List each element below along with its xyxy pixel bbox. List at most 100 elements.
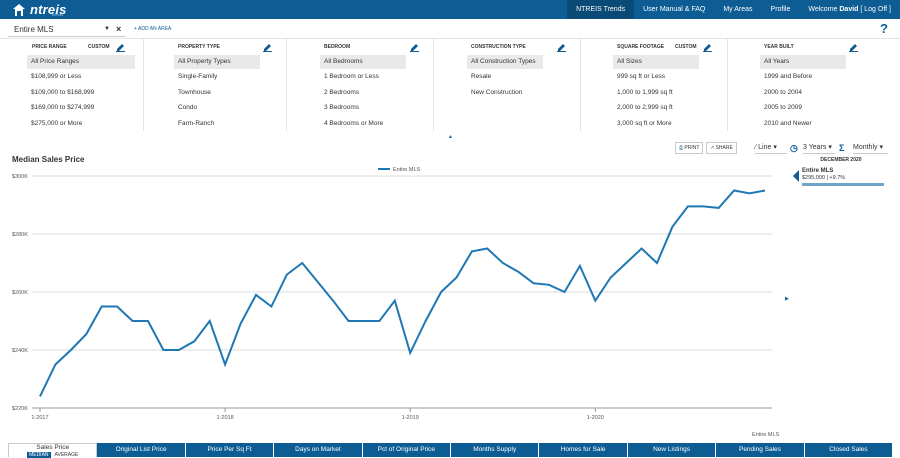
share-icon: ↗ [710, 145, 715, 151]
add-area-link[interactable]: + ADD AN AREA [134, 26, 172, 32]
print-label: PRINT [684, 145, 700, 151]
chart-type-value: Line [758, 144, 772, 151]
edit-pencil-icon[interactable] [702, 41, 713, 52]
collapse-filters-icon[interactable]: ▲ [448, 134, 453, 140]
filter-option[interactable]: 1999 and Before [764, 73, 813, 80]
tab-price-per-sq-ft[interactable]: Price Per Sq Ft [185, 443, 275, 457]
brand-name: ntreis [30, 1, 67, 17]
area-select[interactable]: Entire MLS ▼ × [8, 23, 126, 37]
filter-option[interactable]: Farm-Ranch [178, 120, 215, 127]
filter-option[interactable]: 3 Bedrooms [324, 104, 360, 111]
share-button[interactable]: ↗ SHARE [706, 142, 737, 154]
interval-select[interactable]: Monthly ▾ [853, 142, 888, 154]
filter-option[interactable]: 1 Bedroom or Less [324, 73, 379, 80]
filter-option[interactable]: 999 sq ft or Less [617, 73, 666, 80]
x-tick-label: 1-2018 [217, 415, 234, 421]
filter-option[interactable]: New Construction [471, 89, 523, 96]
filter-option[interactable]: 2010 and Newer [764, 120, 812, 127]
filter-option[interactable]: $169,000 to $274,999 [31, 104, 95, 111]
tab-days-on-market[interactable]: Days on Market [274, 443, 363, 457]
filter-option[interactable]: 2 Bedrooms [324, 89, 360, 96]
filter-title: YEAR BUILT [764, 44, 794, 50]
filter-title: PRICE RANGE [32, 44, 67, 50]
filter-option[interactable]: $109,000 to $168,999 [31, 89, 95, 96]
tab-months-supply[interactable]: Months Supply [451, 443, 540, 457]
filter-option[interactable]: All Bedrooms [320, 55, 406, 69]
tab-closed-sales[interactable]: Closed Sales [804, 443, 893, 457]
custom-label[interactable]: CUSTOM [675, 44, 697, 50]
tab-pct-of-original-price[interactable]: Pct of Original Price [362, 443, 452, 457]
line-chart-icon: ⁄ [755, 144, 757, 151]
nav-my-areas[interactable]: My Areas [723, 6, 753, 13]
tab-homes-for-sale[interactable]: Homes for Sale [539, 443, 628, 457]
y-tick-label: $300K [12, 174, 28, 180]
filter-option[interactable]: All Construction Types [467, 55, 543, 69]
y-tick-label: $280K [12, 232, 28, 238]
logo[interactable]: ntreis trends [12, 1, 67, 18]
welcome-prefix: Welcome [808, 6, 840, 13]
logoff-link[interactable]: [ Log Off ] [858, 6, 891, 13]
share-label: SHARE [715, 145, 733, 151]
help-icon[interactable]: ? [880, 21, 888, 36]
filter-option[interactable]: $275,000 or More [31, 120, 83, 127]
filter-option[interactable]: Single-Family [178, 73, 218, 80]
edit-pencil-icon[interactable] [409, 41, 420, 52]
chevron-down-icon[interactable]: ▼ [104, 26, 110, 32]
filter-option[interactable]: 2000 to 2004 [764, 89, 802, 96]
brand-subtitle: trends [52, 12, 64, 17]
print-button[interactable]: ⎙ PRINT [675, 142, 704, 154]
metric-tabs: Sales Price MEDIAN AVERAGE Original List… [8, 443, 893, 458]
tab-pending-sales[interactable]: Pending Sales [716, 443, 805, 457]
y-tick-label: $260K [12, 290, 28, 296]
tab-sales-price[interactable]: Sales Price MEDIAN AVERAGE [8, 443, 98, 458]
filter-option[interactable]: 4 Bedrooms or More [324, 120, 384, 127]
filter-square-footage: SQUARE FOOTAGE CUSTOM All Sizes 999 sq f… [581, 39, 728, 131]
sigma-icon: Σ [839, 143, 845, 153]
custom-label[interactable]: CUSTOM [88, 44, 110, 50]
x-tick-label: 1-2020 [587, 415, 604, 421]
top-bar: ntreis trends NTREIS Trends User Manual … [0, 0, 900, 19]
source-label: Entire MLS [752, 432, 780, 438]
series-line[interactable] [39, 189, 766, 397]
filter-option[interactable]: Condo [178, 104, 198, 111]
nav-profile[interactable]: Profile [770, 6, 791, 13]
welcome-text: Welcome David [ Log Off ] [799, 0, 900, 19]
nav-user-manual[interactable]: User Manual & FAQ [643, 6, 706, 13]
tab-new-listings[interactable]: New Listings [627, 443, 717, 457]
detail-value: $295,000 | +9.7% [802, 175, 846, 181]
filter-option[interactable]: All Property Types [174, 55, 260, 69]
line-chart: Entire MLS $220K $240K $260K $280K $300K 1-2… [12, 167, 780, 438]
edit-pencil-icon[interactable] [556, 41, 567, 52]
chevron-down-icon: ▾ [828, 144, 832, 151]
filter-option[interactable]: All Price Ranges [27, 55, 135, 69]
edit-pencil-icon[interactable] [848, 41, 859, 52]
edit-pencil-icon[interactable] [262, 41, 273, 52]
chart-type-select[interactable]: ⁄ Line ▾ [755, 142, 787, 154]
filter-construction-type: CONSTRUCTION TYPE All Construction Types… [434, 39, 581, 131]
average-toggle[interactable]: AVERAGE [54, 452, 79, 458]
filter-option[interactable]: All Sizes [613, 55, 699, 69]
edit-pencil-icon[interactable] [115, 41, 126, 52]
filter-option[interactable]: 2,000 to 2,999 sq ft [617, 104, 673, 111]
close-icon[interactable]: × [116, 24, 122, 34]
period-select[interactable]: 3 Years ▾ [803, 142, 835, 154]
area-select-value: Entire MLS [14, 25, 54, 34]
nav-trends[interactable]: NTREIS Trends [567, 0, 635, 19]
filter-option[interactable]: $108,999 or Less [31, 73, 82, 80]
x-tick-label: 1-2019 [402, 415, 419, 421]
expand-panel-icon[interactable]: ▶ [785, 296, 789, 302]
x-tick-label: 1-2017 [31, 415, 48, 421]
filter-option[interactable]: 1,000 to 1,999 sq ft [617, 89, 673, 96]
filter-title: PROPERTY TYPE [178, 44, 220, 50]
median-toggle[interactable]: MEDIAN [27, 452, 51, 458]
filter-option[interactable]: Resale [471, 73, 492, 80]
filter-option[interactable]: All Years [760, 55, 846, 69]
detail-pointer [793, 170, 799, 182]
filter-option[interactable]: 3,000 sq ft or More [617, 120, 672, 127]
chart-title: Median Sales Price [12, 155, 85, 164]
legend-label: Entire MLS [393, 167, 421, 173]
filter-option[interactable]: 2005 to 2009 [764, 104, 802, 111]
tab-original-list-price[interactable]: Original List Price [97, 443, 186, 457]
top-nav: NTREIS Trends User Manual & FAQ My Areas… [567, 0, 900, 19]
filter-option[interactable]: Townhouse [178, 89, 211, 96]
